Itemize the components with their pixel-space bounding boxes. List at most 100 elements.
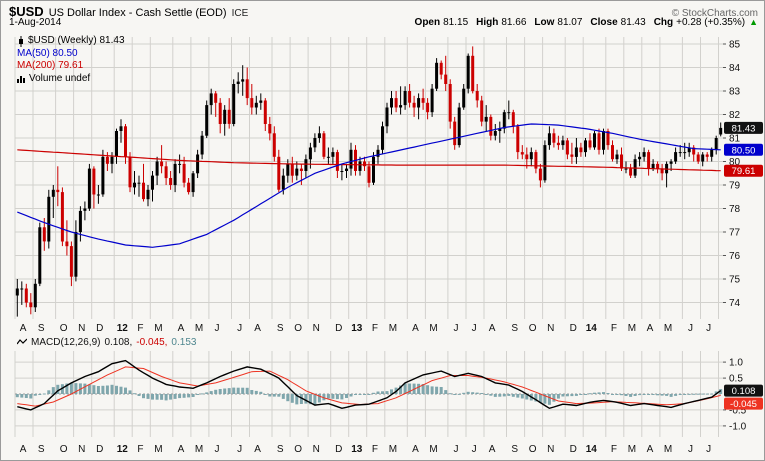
macd-hist-value: 0.153: [171, 336, 197, 348]
svg-text:J: J: [237, 323, 242, 334]
macd-lines-layer: [17, 359, 722, 411]
svg-text:J: J: [706, 444, 711, 455]
svg-text:77: 77: [729, 228, 741, 239]
legend-ma200-row: MA(200) 79.61: [17, 60, 125, 73]
chg-value: +0.28 (+0.35%): [676, 17, 746, 28]
svg-text:N: N: [78, 323, 85, 334]
svg-text:79.61: 79.61: [732, 166, 756, 177]
legend-series-row: $USD (Weekly) 81.43: [17, 35, 125, 48]
ohlc-readout: Open 81.15 High 81.66 Low 81.07 Close 81.43 …: [407, 17, 758, 28]
svg-text:14: 14: [586, 444, 598, 455]
svg-text:14: 14: [586, 323, 598, 334]
svg-text:D: D: [96, 323, 103, 334]
svg-text:A: A: [647, 444, 654, 455]
svg-text:S: S: [277, 444, 284, 455]
svg-text:13: 13: [351, 444, 363, 455]
svg-text:J: J: [472, 323, 477, 334]
svg-text:F: F: [611, 444, 617, 455]
svg-text:81.43: 81.43: [732, 123, 756, 134]
svg-text:M: M: [154, 323, 162, 334]
svg-text:M: M: [429, 444, 437, 455]
price-tags-layer: 79.61 80.50 81.43: [724, 121, 763, 177]
svg-text:0.5: 0.5: [729, 374, 743, 385]
high-value: 81.66: [501, 17, 527, 28]
svg-text:A: A: [254, 444, 261, 455]
legend-ma200-label: MA(200) 79.61: [17, 60, 84, 71]
svg-text:84: 84: [729, 63, 741, 74]
chart-header: $USD US Dollar Index - Cash Settle (EOD) I…: [1, 1, 764, 31]
svg-text:F: F: [137, 444, 143, 455]
low-label: Low: [534, 17, 555, 28]
open-label: Open: [414, 17, 441, 28]
legend-volume-label: Volume undef: [29, 72, 91, 84]
svg-text:1.0: 1.0: [729, 358, 743, 369]
svg-text:A: A: [489, 323, 496, 334]
svg-text:S: S: [511, 323, 518, 334]
legend-ma50-label: MA(50) 80.50: [17, 47, 78, 59]
instrument-name: US Dollar Index - Cash Settle (EOD): [48, 7, 227, 19]
svg-text:J: J: [454, 323, 459, 334]
svg-text:N: N: [313, 323, 320, 334]
svg-text:81: 81: [729, 134, 741, 145]
svg-text:M: M: [195, 444, 203, 455]
svg-text:D: D: [96, 444, 103, 455]
low-value: 81.07: [557, 17, 583, 28]
svg-text:J: J: [237, 444, 242, 455]
svg-text:A: A: [647, 323, 654, 334]
title-group: $USD US Dollar Index - Cash Settle (EOD) I…: [9, 3, 248, 21]
up-arrow-icon: ▲: [749, 17, 758, 27]
macd-month-axis-labels: A S O N D 12 F M A M J J A S O N D 13 F M A M J J A S O N D 14 F M A M J J: [20, 444, 711, 455]
svg-text:A: A: [20, 323, 27, 334]
svg-text:79: 79: [729, 181, 741, 192]
svg-text:A: A: [178, 444, 185, 455]
svg-text:12: 12: [117, 444, 129, 455]
volume-icon: [17, 76, 25, 84]
svg-text:A: A: [254, 323, 261, 334]
svg-text:J: J: [215, 444, 220, 455]
macd-tags-layer: 0.108 -0.045: [724, 384, 763, 410]
svg-text:O: O: [60, 444, 68, 455]
svg-text:N: N: [547, 323, 554, 334]
svg-text:82: 82: [729, 110, 741, 121]
svg-text:O: O: [529, 444, 537, 455]
chart-legend: $USD (Weekly) 81.43 MA(50) 80.50 MA(200)…: [17, 35, 125, 85]
svg-text:83: 83: [729, 87, 741, 98]
exchange: ICE: [231, 8, 249, 19]
svg-text:J: J: [215, 323, 220, 334]
indicator-icon: [17, 338, 27, 345]
svg-text:A: A: [178, 323, 185, 334]
svg-text:F: F: [611, 323, 617, 334]
svg-text:M: M: [195, 323, 203, 334]
svg-text:78: 78: [729, 204, 741, 215]
close-value: 81.43: [620, 17, 646, 28]
svg-text:A: A: [412, 444, 419, 455]
symbol: $USD: [9, 4, 44, 19]
legend-ma50-row: MA(50) 80.50: [17, 48, 125, 61]
svg-text:M: M: [664, 323, 672, 334]
svg-text:F: F: [372, 444, 378, 455]
svg-text:F: F: [372, 323, 378, 334]
svg-text:85: 85: [729, 40, 741, 51]
svg-text:M: M: [429, 323, 437, 334]
candlestick-icon: [19, 35, 23, 47]
svg-text:J: J: [688, 444, 693, 455]
svg-text:J: J: [472, 444, 477, 455]
macd-label-row: MACD(12,26,9) 0.108, -0.045, 0.153: [1, 335, 764, 349]
svg-text:N: N: [78, 444, 85, 455]
svg-text:A: A: [412, 323, 419, 334]
legend-series-label: $USD (Weekly) 81.43: [28, 35, 125, 46]
ma-layer: [17, 123, 721, 248]
svg-text:N: N: [313, 444, 320, 455]
svg-text:75: 75: [729, 275, 741, 286]
svg-text:O: O: [294, 444, 302, 455]
macd-title: MACD(12,26,9): [31, 336, 101, 348]
svg-text:S: S: [277, 323, 284, 334]
svg-text:0.108: 0.108: [732, 386, 756, 397]
svg-text:M: M: [389, 444, 397, 455]
legend-volume-row: Volume undef: [17, 73, 125, 86]
svg-text:-0.5: -0.5: [729, 405, 747, 416]
svg-text:M: M: [628, 323, 636, 334]
high-label: High: [476, 17, 499, 28]
svg-text:13: 13: [351, 323, 363, 334]
macd-histogram-layer: [15, 382, 723, 405]
